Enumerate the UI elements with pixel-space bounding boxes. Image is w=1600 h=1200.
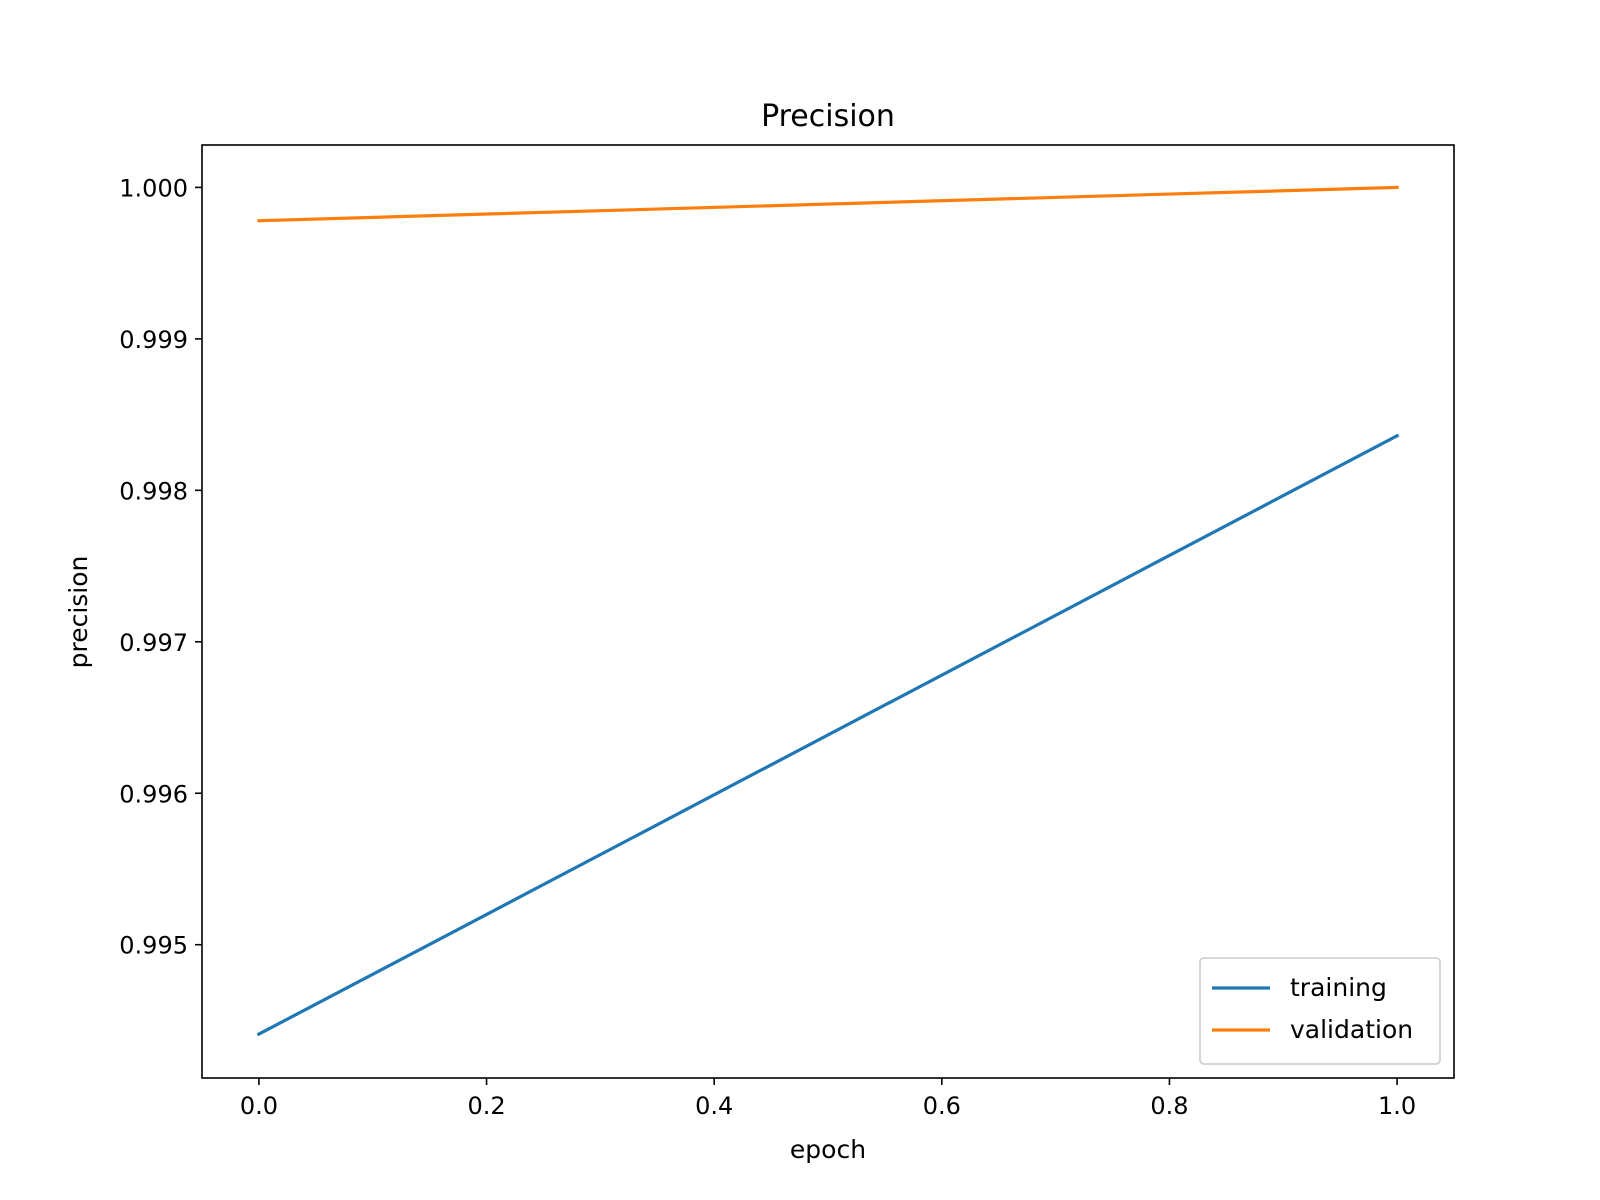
x-axis: 0.0 0.2 0.4 0.6 0.8 1.0: [240, 1078, 1416, 1120]
x-tick-label: 0.8: [1150, 1092, 1188, 1120]
plot-frame: [201, 144, 1455, 1079]
y-tick-label: 0.996: [119, 780, 188, 808]
legend: training validation: [1199, 957, 1441, 1065]
y-tick-label: 0.995: [119, 932, 188, 960]
chart-title: Precision: [761, 99, 895, 134]
x-tick-label: 1.0: [1378, 1092, 1416, 1120]
x-tick-label: 0.2: [467, 1092, 505, 1120]
y-axis-label: precision: [64, 556, 93, 669]
plot-marks: [256, 185, 1400, 1037]
y-axis: 0.995 0.996 0.997 0.998 0.999 1.000: [119, 174, 202, 960]
y-tick-label: 0.999: [119, 326, 188, 354]
series-line-validation: [257, 185, 1399, 223]
y-tick-label: 1.000: [119, 174, 188, 202]
series-line-training: [256, 433, 1400, 1037]
x-tick-label: 0.6: [923, 1092, 961, 1120]
legend-label-training: training: [1290, 973, 1387, 1002]
legend-box: [1199, 957, 1441, 1065]
legend-label-validation: validation: [1290, 1015, 1413, 1044]
x-tick-label: 0.0: [240, 1092, 278, 1120]
x-axis-label: epoch: [790, 1135, 866, 1164]
x-tick-label: 0.4: [695, 1092, 733, 1120]
y-tick-label: 0.998: [119, 477, 188, 505]
y-tick-label: 0.997: [119, 629, 188, 657]
